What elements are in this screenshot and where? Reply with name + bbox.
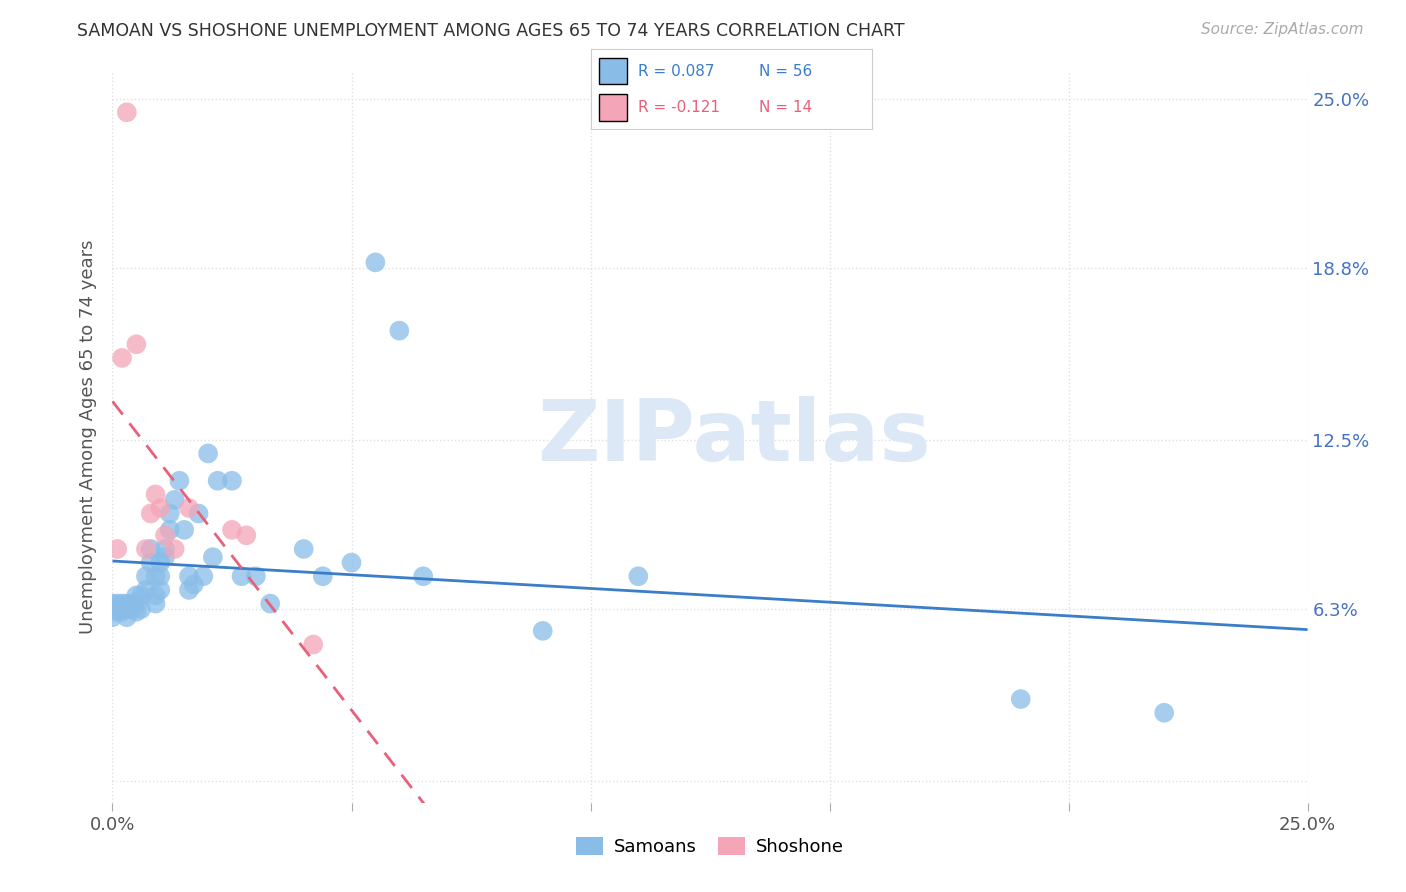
Point bbox=[153, 550, 176, 565]
Point bbox=[163, 492, 186, 507]
Y-axis label: Unemployment Among Ages 65 to 74 years: Unemployment Among Ages 65 to 74 years bbox=[79, 240, 97, 634]
Point bbox=[531, 624, 554, 638]
Point bbox=[259, 597, 281, 611]
Point bbox=[312, 569, 335, 583]
Point bbox=[105, 605, 128, 619]
Point bbox=[207, 474, 229, 488]
Text: N = 14: N = 14 bbox=[759, 100, 813, 115]
Point bbox=[340, 556, 363, 570]
Point bbox=[183, 577, 205, 591]
Point bbox=[125, 337, 148, 351]
Point bbox=[145, 569, 167, 583]
Point bbox=[101, 597, 124, 611]
Point bbox=[125, 588, 148, 602]
Point bbox=[221, 523, 243, 537]
Point bbox=[163, 541, 186, 556]
Point bbox=[145, 487, 167, 501]
Point bbox=[627, 569, 650, 583]
Point bbox=[115, 105, 138, 120]
Point bbox=[201, 550, 224, 565]
Text: R = -0.121: R = -0.121 bbox=[638, 100, 720, 115]
Point bbox=[159, 523, 181, 537]
Point bbox=[1153, 706, 1175, 720]
Point bbox=[177, 582, 200, 597]
Point bbox=[193, 569, 215, 583]
Point bbox=[135, 582, 157, 597]
Point bbox=[153, 541, 176, 556]
Point bbox=[101, 602, 124, 616]
Point bbox=[177, 569, 200, 583]
Point bbox=[111, 605, 134, 619]
Text: Source: ZipAtlas.com: Source: ZipAtlas.com bbox=[1201, 22, 1364, 37]
Point bbox=[231, 569, 253, 583]
Point bbox=[115, 610, 138, 624]
Point bbox=[111, 351, 134, 365]
Point bbox=[139, 556, 162, 570]
Point bbox=[149, 501, 172, 516]
Point bbox=[139, 507, 162, 521]
Point bbox=[101, 610, 124, 624]
FancyBboxPatch shape bbox=[599, 94, 627, 120]
Point bbox=[115, 602, 138, 616]
Point bbox=[129, 588, 152, 602]
Point bbox=[412, 569, 434, 583]
Point bbox=[115, 597, 138, 611]
Point bbox=[145, 597, 167, 611]
Point bbox=[129, 602, 152, 616]
Point bbox=[169, 474, 191, 488]
Point bbox=[105, 541, 128, 556]
Point bbox=[1010, 692, 1032, 706]
Point bbox=[153, 528, 176, 542]
Point bbox=[235, 528, 257, 542]
Text: R = 0.087: R = 0.087 bbox=[638, 63, 714, 78]
Point bbox=[177, 501, 200, 516]
Point bbox=[105, 597, 128, 611]
Point bbox=[187, 507, 209, 521]
Legend: Samoans, Shoshone: Samoans, Shoshone bbox=[568, 830, 852, 863]
Point bbox=[159, 507, 181, 521]
Point bbox=[145, 588, 167, 602]
Point bbox=[125, 605, 148, 619]
Point bbox=[302, 638, 325, 652]
Point bbox=[121, 602, 143, 616]
Point bbox=[135, 541, 157, 556]
Point bbox=[149, 582, 172, 597]
Point bbox=[149, 569, 172, 583]
Point bbox=[139, 541, 162, 556]
Point bbox=[149, 556, 172, 570]
Point bbox=[388, 324, 411, 338]
Point bbox=[173, 523, 195, 537]
Point bbox=[197, 446, 219, 460]
Point bbox=[292, 541, 315, 556]
Point bbox=[111, 597, 134, 611]
Text: N = 56: N = 56 bbox=[759, 63, 813, 78]
Text: ZIPatlas: ZIPatlas bbox=[537, 395, 931, 479]
Text: SAMOAN VS SHOSHONE UNEMPLOYMENT AMONG AGES 65 TO 74 YEARS CORRELATION CHART: SAMOAN VS SHOSHONE UNEMPLOYMENT AMONG AG… bbox=[77, 22, 905, 40]
Point bbox=[125, 597, 148, 611]
Point bbox=[135, 569, 157, 583]
Point bbox=[221, 474, 243, 488]
Point bbox=[245, 569, 267, 583]
Point bbox=[364, 255, 387, 269]
Point bbox=[121, 597, 143, 611]
FancyBboxPatch shape bbox=[599, 58, 627, 85]
